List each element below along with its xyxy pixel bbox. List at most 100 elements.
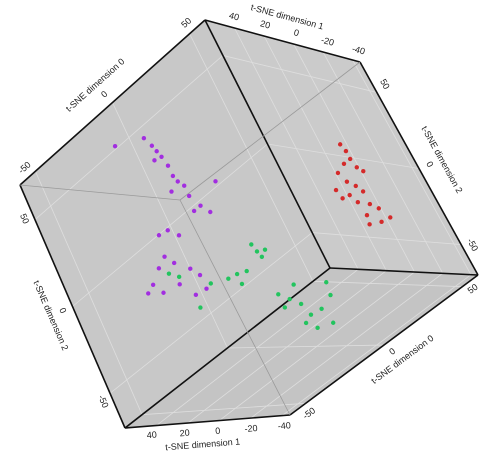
- cube-edge: [19, 184, 181, 201]
- cube-edge: [179, 61, 361, 201]
- tick-label: 0: [293, 27, 300, 38]
- cube-edge: [359, 61, 479, 276]
- grid-line: [250, 273, 444, 419]
- grid-line: [72, 143, 268, 307]
- grid-line: [219, 271, 415, 421]
- tick-label: 50: [378, 77, 392, 91]
- grid-line: [109, 232, 313, 394]
- cube-edge: [204, 19, 331, 269]
- data-point: [287, 296, 292, 302]
- cube-edge: [179, 199, 291, 416]
- data-point: [388, 215, 393, 220]
- cube-edge: [329, 267, 479, 276]
- data-point: [379, 219, 384, 225]
- data-point: [165, 228, 170, 233]
- data-point: [198, 203, 203, 208]
- data-point: [331, 320, 336, 325]
- data-point: [360, 189, 366, 194]
- data-point: [347, 156, 353, 162]
- data-point: [154, 149, 159, 154]
- tick-label: 50: [466, 282, 480, 296]
- data-point: [376, 206, 381, 211]
- data-point: [197, 272, 203, 278]
- tick-label: -50: [16, 160, 32, 176]
- data-point: [198, 305, 203, 310]
- data-point: [315, 325, 320, 331]
- cube-edge: [124, 267, 331, 429]
- data-point: [176, 233, 182, 238]
- data-point: [367, 201, 373, 207]
- data-point: [234, 271, 240, 277]
- data-point: [177, 282, 182, 287]
- tick-label: 0: [57, 306, 68, 315]
- data-point: [141, 135, 147, 141]
- data-point: [291, 282, 296, 287]
- grid-line: [34, 55, 224, 221]
- grid-line: [267, 143, 420, 169]
- data-point: [276, 292, 281, 297]
- pane: [205, 20, 478, 275]
- data-point: [244, 268, 249, 274]
- tick-label: 20: [259, 18, 271, 30]
- tick-label: -50: [96, 393, 110, 409]
- data-point: [303, 320, 309, 326]
- data-point: [333, 187, 339, 193]
- cube-edge: [204, 19, 361, 63]
- data-point: [208, 209, 213, 215]
- grid-line: [142, 402, 306, 416]
- data-point: [149, 143, 155, 148]
- data-point: [156, 233, 162, 238]
- tick-label: -40: [277, 420, 291, 431]
- data-point: [308, 312, 314, 317]
- cube-edge: [19, 184, 126, 429]
- data-point: [347, 192, 352, 198]
- tick-label: -50: [465, 237, 480, 253]
- data-point: [324, 280, 329, 285]
- cube-edge: [289, 274, 479, 416]
- data-point: [344, 179, 350, 184]
- data-point: [262, 247, 268, 252]
- data-point: [150, 282, 156, 287]
- data-point: [361, 168, 366, 174]
- data-point: [328, 292, 333, 298]
- tick-label: 0: [215, 426, 221, 436]
- data-point: [188, 266, 193, 271]
- data-point: [254, 249, 260, 254]
- data-point: [162, 254, 167, 259]
- grid-line: [281, 274, 472, 416]
- data-point: [319, 306, 324, 311]
- data-point: [355, 200, 361, 205]
- tick-label: -20: [320, 35, 335, 48]
- data-point: [176, 274, 182, 280]
- data-point: [337, 142, 343, 147]
- tick-label: -40: [351, 43, 366, 56]
- data-point: [213, 179, 218, 184]
- data-point: [159, 154, 164, 159]
- data-point: [367, 222, 372, 227]
- data-point: [169, 189, 174, 194]
- grid-line: [312, 232, 462, 245]
- data-point: [156, 266, 162, 271]
- data-point: [343, 148, 349, 154]
- tick-label: 0: [387, 346, 397, 357]
- pane: [20, 20, 330, 428]
- tick-label: 50: [179, 16, 193, 30]
- tick-label: -50: [301, 405, 317, 421]
- data-point: [298, 301, 304, 307]
- data-point: [165, 163, 171, 168]
- grid-line: [187, 270, 387, 424]
- grid-line: [227, 344, 385, 349]
- tick-label: -20: [244, 423, 258, 434]
- data-point: [112, 143, 118, 149]
- tick-label: 40: [228, 10, 240, 22]
- tick-label: 50: [18, 212, 31, 225]
- grid-line: [312, 280, 463, 288]
- data-point: [152, 158, 157, 163]
- grid-line: [156, 269, 359, 426]
- data-point: [249, 242, 254, 247]
- data-point: [146, 291, 151, 296]
- data-point: [353, 183, 358, 189]
- pane: [125, 268, 478, 428]
- cube-edge: [19, 19, 206, 186]
